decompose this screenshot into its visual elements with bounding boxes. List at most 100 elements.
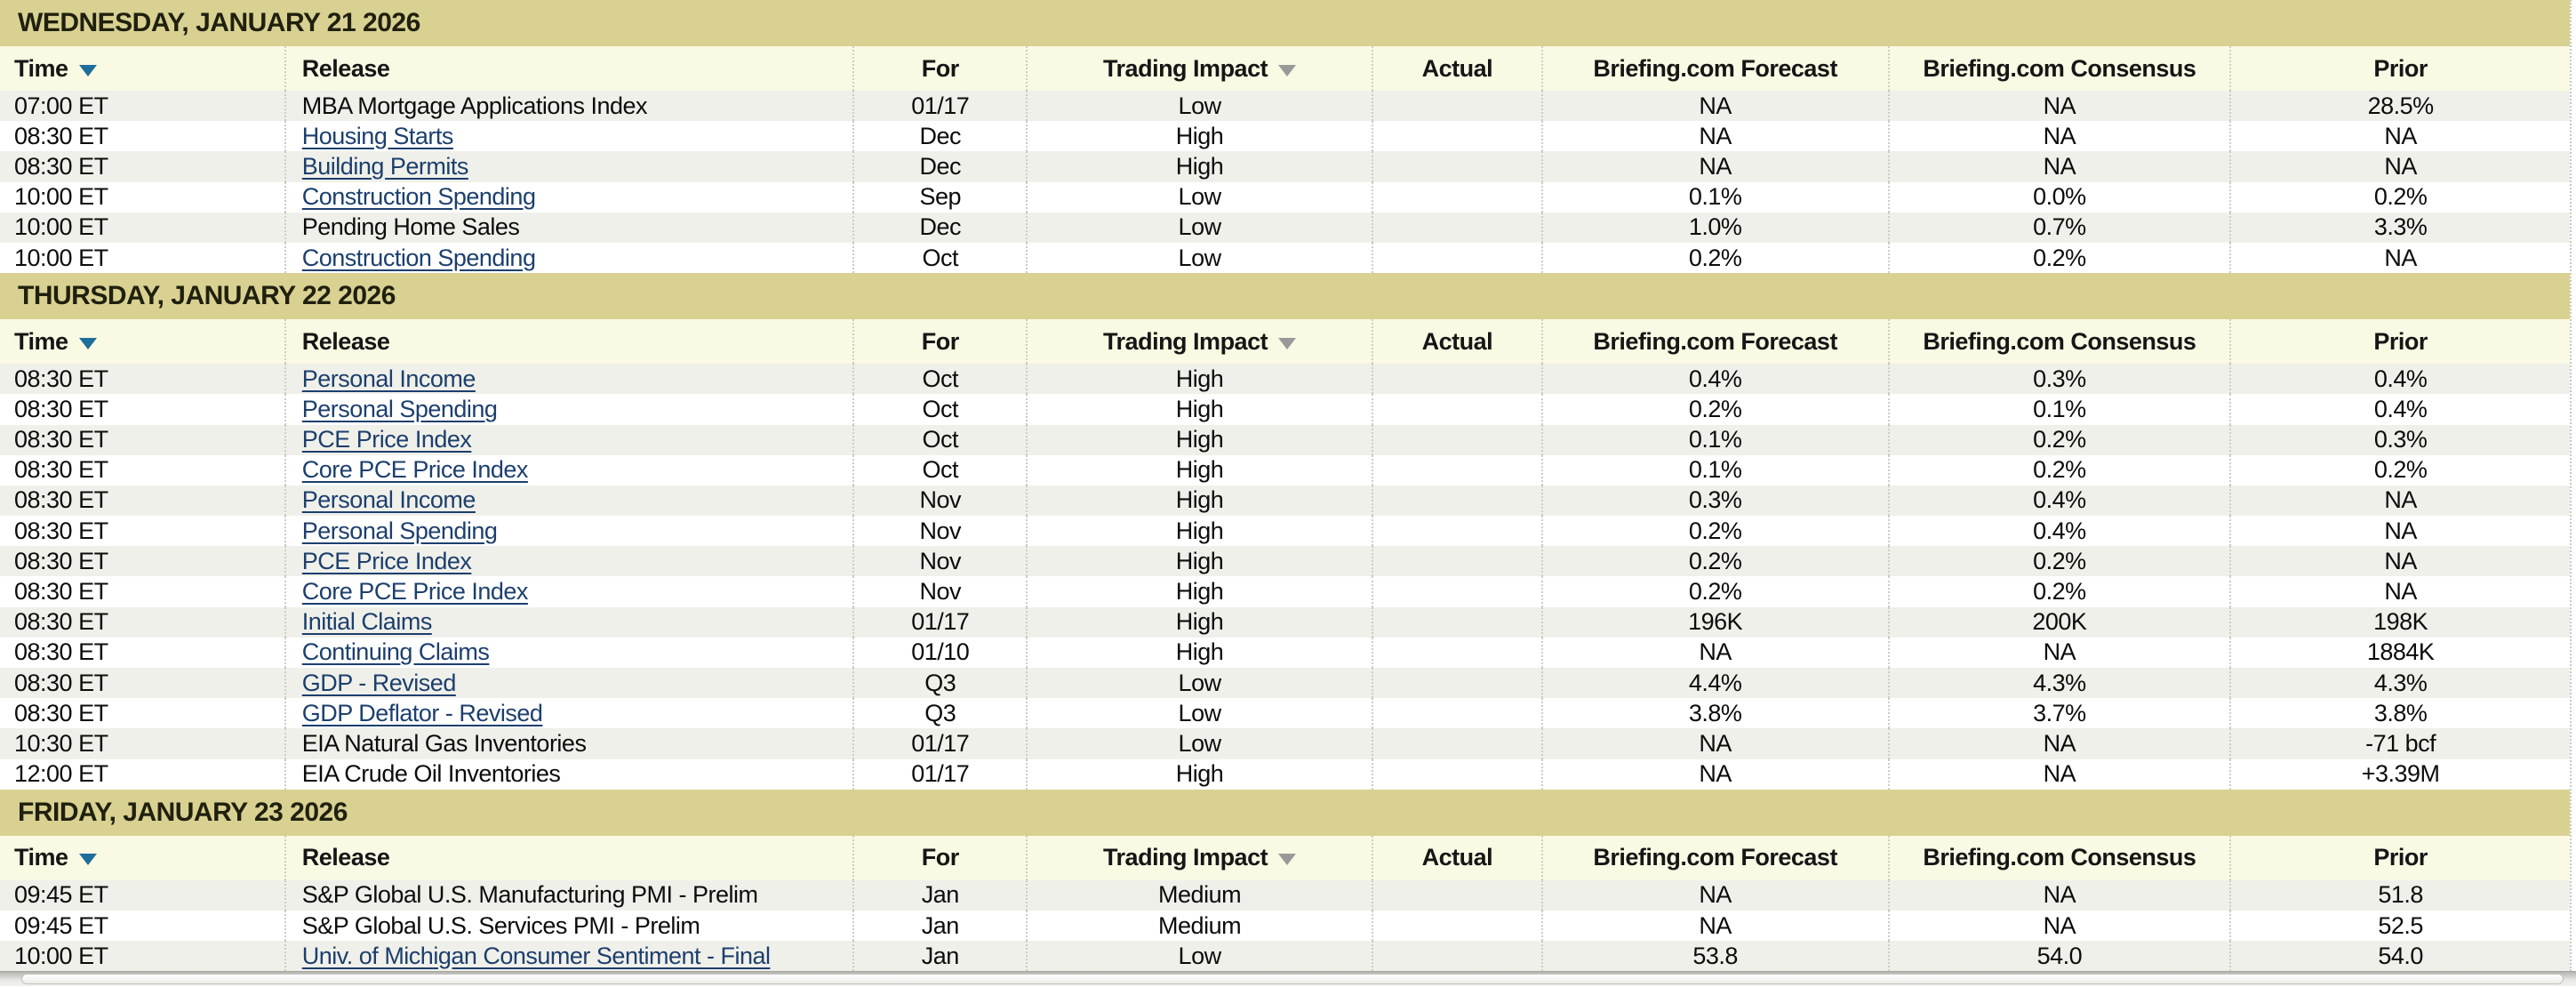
prior-cell: 54.0 (2229, 941, 2570, 972)
table-row: 08:30 ET Personal Spending Nov High 0.2% 0.4%… (0, 516, 2570, 547)
release-cell: GDP - Revised (284, 668, 853, 699)
prior-cell: 3.3% (2229, 212, 2570, 243)
release-link[interactable]: Core PCE Price Index (301, 456, 529, 484)
column-header-row: Time Release For Trading Impact Actual Briefi… (0, 46, 2570, 91)
consensus-cell: 0.2% (1887, 546, 2230, 577)
column-header-label: Trading Impact (1103, 844, 1268, 871)
horizontal-scrollbar-track[interactable] (0, 971, 2576, 987)
table-row: 10:00 ET Construction Spending Oct Low 0.2% 0… (0, 242, 2570, 274)
consensus-cell: 200K (1887, 606, 2230, 638)
column-header-label: Actual (1421, 844, 1493, 871)
release-link[interactable]: PCE Price Index (301, 426, 472, 453)
release-link[interactable]: Initial Claims (301, 608, 433, 636)
column-header-time[interactable]: Time (0, 46, 284, 91)
actual-cell (1371, 576, 1541, 607)
release-text: Pending Home Sales (301, 213, 520, 241)
column-header-label: Briefing.com Consensus (1923, 844, 2196, 871)
time-cell: 08:30 ET (14, 122, 108, 149)
actual-cell (1371, 516, 1541, 547)
release-link[interactable]: Personal Spending (301, 395, 498, 422)
impact-cell: High (1026, 516, 1372, 547)
release-link[interactable]: Construction Spending (301, 183, 536, 211)
release-cell: Core PCE Price Index (284, 454, 853, 485)
for-cell: Jan (852, 879, 1026, 911)
impact-cell: Low (1026, 181, 1372, 213)
consensus-cell: 3.7% (1887, 698, 2230, 729)
release-link[interactable]: Building Permits (301, 152, 469, 180)
time-cell: 08:30 ET (14, 669, 108, 696)
column-header-row: Time Release For Trading Impact Actual Briefi… (0, 319, 2570, 365)
forecast-cell: 0.2% (1540, 516, 1888, 547)
forecast-cell: 1.0% (1540, 212, 1888, 243)
consensus-cell: NA (1887, 637, 2230, 668)
prior-cell: 0.3% (2229, 424, 2570, 455)
impact-cell: Low (1026, 212, 1372, 243)
time-cell: 10:00 ET (14, 213, 108, 241)
table-row: 08:30 ET PCE Price Index Nov High 0.2% 0.2% NA (0, 546, 2570, 577)
release-link[interactable]: GDP - Revised (301, 669, 457, 696)
release-cell: Construction Spending (284, 242, 853, 274)
time-cell: 08:30 ET (14, 638, 108, 666)
impact-cell: Low (1026, 242, 1372, 274)
prior-cell: -71 bcf (2229, 728, 2570, 759)
actual-cell (1371, 941, 1541, 972)
release-link[interactable]: Continuing Claims (301, 638, 490, 666)
date-section-header: FRIDAY, JANUARY 23 2026 (0, 789, 2570, 836)
column-header-label: Release (301, 327, 390, 355)
actual-cell (1371, 181, 1541, 213)
column-header-label: Actual (1421, 54, 1493, 82)
release-link[interactable]: Personal Spending (301, 517, 498, 544)
table-row: 10:00 ET Pending Home Sales Dec Low 1.0% 0.7%… (0, 212, 2570, 243)
column-header-actual: Actual (1371, 835, 1541, 880)
time-cell: 12:00 ET (14, 760, 108, 788)
impact-cell: High (1026, 394, 1372, 425)
consensus-cell: 0.4% (1887, 485, 2230, 517)
table-row: 09:45 ET S&P Global U.S. Services PMI - P… (0, 910, 2570, 942)
for-cell: 01/17 (852, 606, 1026, 638)
release-link[interactable]: Core PCE Price Index (301, 578, 529, 606)
prior-cell: 3.8% (2229, 698, 2570, 729)
prior-cell: 4.3% (2229, 668, 2570, 699)
release-cell: Pending Home Sales (284, 212, 853, 243)
release-link[interactable]: Personal Income (301, 486, 476, 514)
horizontal-scrollbar-thumb[interactable] (21, 974, 2564, 985)
impact-cell: Low (1026, 941, 1372, 972)
actual-cell (1371, 424, 1541, 455)
release-text: EIA Natural Gas Inventories (301, 729, 587, 757)
table-row: 12:00 ET EIA Crude Oil Inventories 01/17 Hi… (0, 758, 2570, 790)
sort-descending-icon (1278, 854, 1297, 866)
actual-cell (1371, 606, 1541, 638)
time-cell: 09:45 ET (14, 881, 108, 909)
release-link[interactable]: Personal Income (301, 365, 476, 392)
consensus-cell: 0.2% (1887, 576, 2230, 607)
column-header-impact[interactable]: Trading Impact (1026, 835, 1372, 880)
table-row: 08:30 ET Building Permits Dec High NA NA NA (0, 151, 2570, 182)
table-row: 08:30 ET PCE Price Index Oct High 0.1% 0.2% 0.… (0, 424, 2570, 455)
column-header-impact[interactable]: Trading Impact (1026, 319, 1372, 365)
release-cell: Personal Spending (284, 394, 853, 425)
prior-cell: 28.5% (2229, 91, 2570, 122)
for-cell: Q3 (852, 668, 1026, 699)
column-header-prior: Prior (2229, 319, 2570, 365)
release-cell: Housing Starts (284, 121, 853, 152)
release-link[interactable]: GDP Deflator - Revised (301, 699, 543, 726)
release-link[interactable]: Univ. of Michigan Consumer Sentiment - F… (301, 942, 771, 969)
column-header-label: For (921, 54, 960, 82)
column-header-impact[interactable]: Trading Impact (1026, 46, 1372, 91)
column-header-time[interactable]: Time (0, 319, 284, 364)
prior-cell: 0.2% (2229, 454, 2570, 485)
release-link[interactable]: Construction Spending (301, 244, 536, 271)
column-header-label: Briefing.com Forecast (1593, 844, 1837, 871)
column-header-label: Briefing.com Forecast (1593, 327, 1837, 355)
for-cell: Dec (852, 121, 1026, 152)
column-header-time[interactable]: Time (0, 836, 284, 880)
release-link[interactable]: Housing Starts (301, 122, 454, 149)
release-link[interactable]: PCE Price Index (301, 547, 472, 574)
release-cell: Personal Spending (284, 516, 853, 547)
table-row: 10:00 ET Construction Spending Sep Low 0.1% 0… (0, 181, 2570, 213)
time-cell: 08:30 ET (14, 517, 108, 544)
column-header-prior: Prior (2229, 835, 2570, 880)
column-header-forecast: Briefing.com Forecast (1540, 319, 1888, 365)
forecast-cell: NA (1540, 91, 1888, 122)
for-cell: Oct (852, 242, 1026, 274)
